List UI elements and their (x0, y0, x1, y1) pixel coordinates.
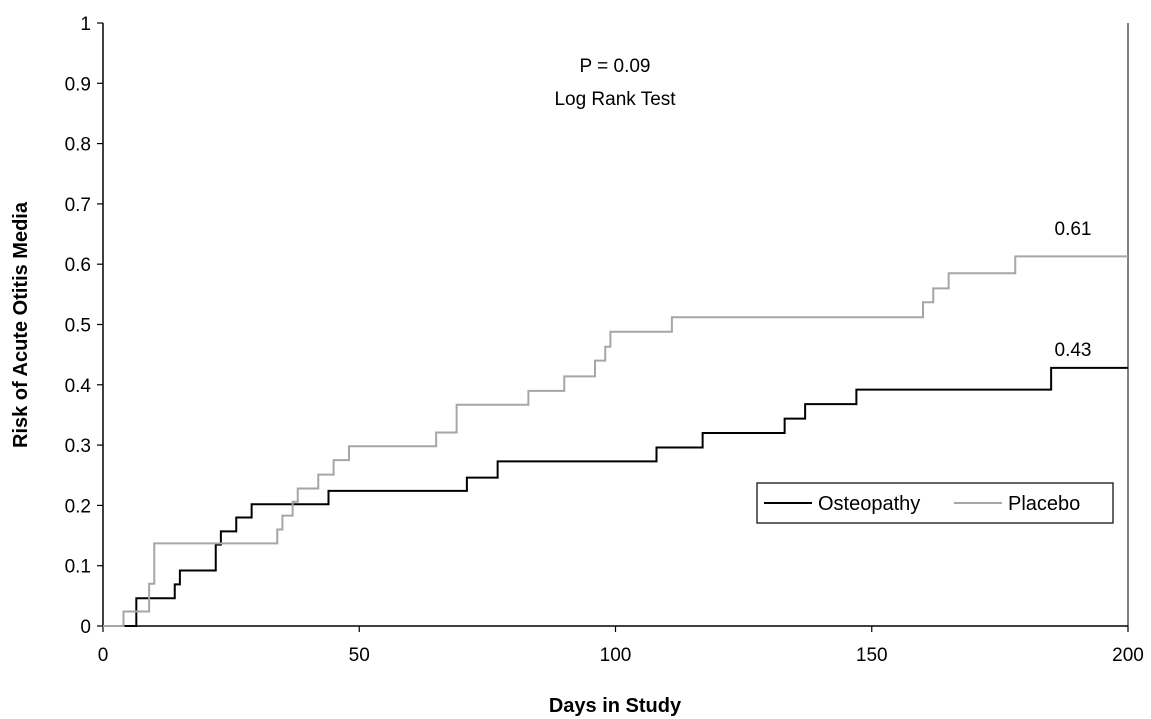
y-tick-label: 0.7 (65, 195, 91, 216)
y-tick-label: 0.6 (65, 255, 91, 276)
x-tick-label: 50 (349, 645, 370, 666)
y-tick-label: 0.5 (65, 316, 91, 337)
x-tick-label: 150 (856, 645, 888, 666)
x-tick-label: 200 (1112, 645, 1144, 666)
y-tick-label: 1 (80, 14, 91, 35)
x-tick-label: 0 (98, 645, 109, 666)
legend-box (756, 482, 1114, 524)
y-axis-title: Risk of Acute Otitis Media (10, 201, 32, 448)
x-tick-label: 100 (600, 645, 632, 666)
series-line-placebo (103, 255, 1128, 627)
placebo-end-label: 0.61 (1055, 219, 1092, 240)
test-name-text: Log Rank Test (554, 89, 676, 110)
y-tick-label: 0 (80, 617, 91, 638)
series-line-osteopathy (103, 366, 1128, 627)
y-tick-label: 0.4 (65, 376, 92, 397)
p-value-text: P = 0.09 (580, 56, 651, 77)
y-tick-label: 0.1 (65, 557, 91, 578)
legend-label-osteopathy: Osteopathy (818, 493, 920, 515)
legend-label-placebo: Placebo (1008, 493, 1080, 515)
y-tick-label: 0.3 (65, 436, 91, 457)
y-tick-label: 0.8 (65, 135, 91, 156)
series-layer (103, 255, 1128, 627)
osteopathy-end-label: 0.43 (1055, 340, 1092, 361)
x-axis-title: Days in Study (549, 695, 682, 717)
y-ticks: 0 0.1 0.2 0.3 0.4 0.5 0.6 0.7 0.8 0.9 1 (65, 14, 103, 638)
legend: Osteopathy Placebo (756, 482, 1114, 524)
x-ticks: 0 50 100 150 200 (98, 626, 1144, 666)
y-tick-label: 0.9 (65, 74, 91, 95)
y-tick-label: 0.2 (65, 496, 91, 517)
